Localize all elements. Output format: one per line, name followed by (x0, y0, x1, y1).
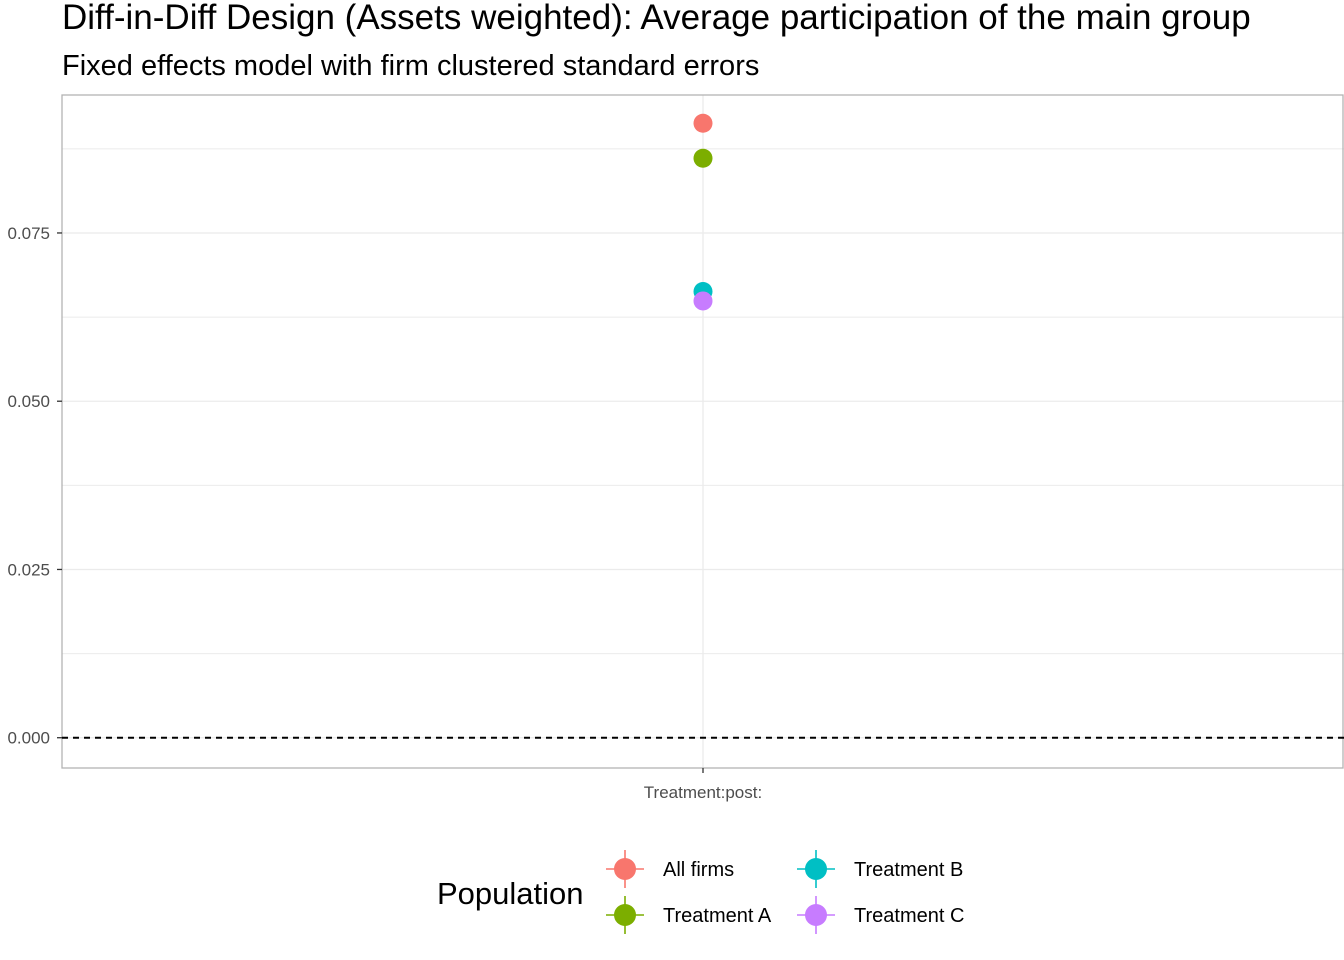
legend-label: All firms (663, 859, 734, 881)
legend-title: Population (437, 876, 584, 911)
data-point (693, 113, 713, 133)
data-points (693, 113, 713, 311)
y-tick-label: 0.025 (7, 560, 50, 579)
y-tick-label: 0.050 (7, 392, 50, 411)
legend-key-point (614, 904, 636, 926)
legend-label: Treatment C (854, 905, 964, 927)
legend: Population All firms Treatment A Treatment… (437, 850, 964, 934)
legend-key-point (805, 904, 827, 926)
x-tick-label: Treatment:post: (644, 783, 762, 802)
data-point (693, 291, 713, 311)
legend-key (606, 896, 644, 934)
chart-title: Diff-in-Diff Design (Assets weighted): A… (62, 0, 1251, 37)
data-point (693, 148, 713, 168)
legend-key (606, 850, 644, 888)
y-tick-label: 0.000 (7, 729, 50, 748)
legend-key (797, 896, 835, 934)
x-axis: Treatment:post: (644, 768, 762, 802)
legend-key-point (805, 858, 827, 880)
y-axis: 0.000 0.025 0.050 0.075 (7, 224, 62, 748)
legend-label: Treatment B (854, 859, 963, 881)
legend-key (797, 850, 835, 888)
chart-subtitle: Fixed effects model with firm clustered … (62, 50, 759, 82)
legend-key-point (614, 858, 636, 880)
grid (61, 94, 1344, 769)
legend-label: Treatment A (663, 905, 772, 927)
y-tick-label: 0.075 (7, 224, 50, 243)
